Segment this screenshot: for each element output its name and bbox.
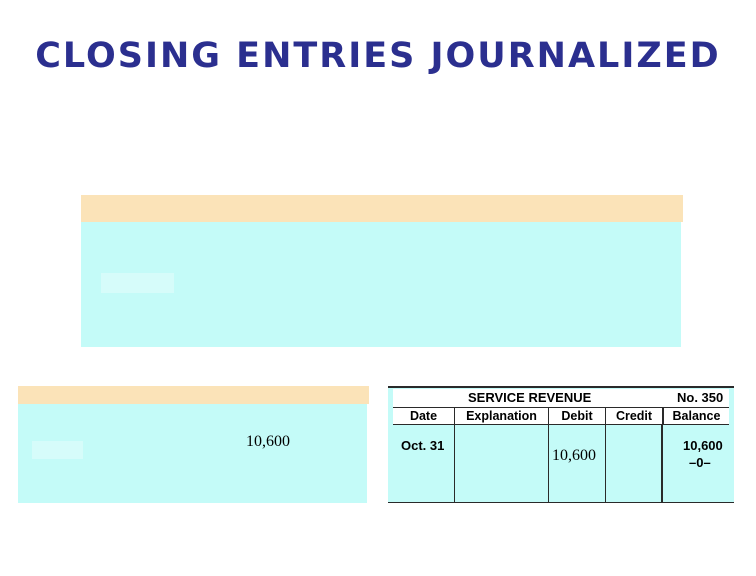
journal-line-body: [18, 404, 367, 503]
journal-amount: 10,600: [246, 433, 290, 450]
journal-line-placeholder-cell: [32, 441, 83, 459]
column-divider: [454, 424, 455, 502]
ledger-debit: 10,600: [552, 447, 596, 464]
ledger-account-number: No. 350: [677, 390, 724, 405]
ledger-column-headers: Date Explanation Debit Credit Balance: [393, 407, 729, 425]
column-header-credit: Credit: [605, 408, 662, 424]
journal-body: [81, 222, 681, 347]
slide-title: CLOSING ENTRIES JOURNALIZED: [35, 36, 721, 76]
ledger-account-name: SERVICE REVENUE: [468, 390, 592, 405]
ledger-account: SERVICE REVENUE No. 350 Date Explanation…: [388, 386, 734, 503]
column-header-explanation: Explanation: [454, 408, 548, 424]
column-divider: [661, 424, 663, 502]
journal-header-band: [81, 195, 683, 222]
journal-placeholder-cell: [101, 273, 174, 293]
journal-line-header-band: [18, 386, 369, 404]
ledger-balance: 10,600: [683, 438, 723, 453]
column-header-debit: Debit: [548, 408, 605, 424]
column-header-balance: Balance: [662, 408, 729, 424]
journal-entry-box: [81, 195, 683, 347]
ledger-date: Oct. 31: [401, 438, 445, 453]
column-divider: [548, 424, 549, 502]
ledger-balance-zero: –0–: [689, 455, 711, 470]
column-divider: [605, 424, 606, 502]
journal-line-box: 10,600: [18, 386, 369, 503]
column-header-date: Date: [409, 409, 438, 423]
ledger-title-row: SERVICE REVENUE No. 350: [393, 389, 729, 407]
